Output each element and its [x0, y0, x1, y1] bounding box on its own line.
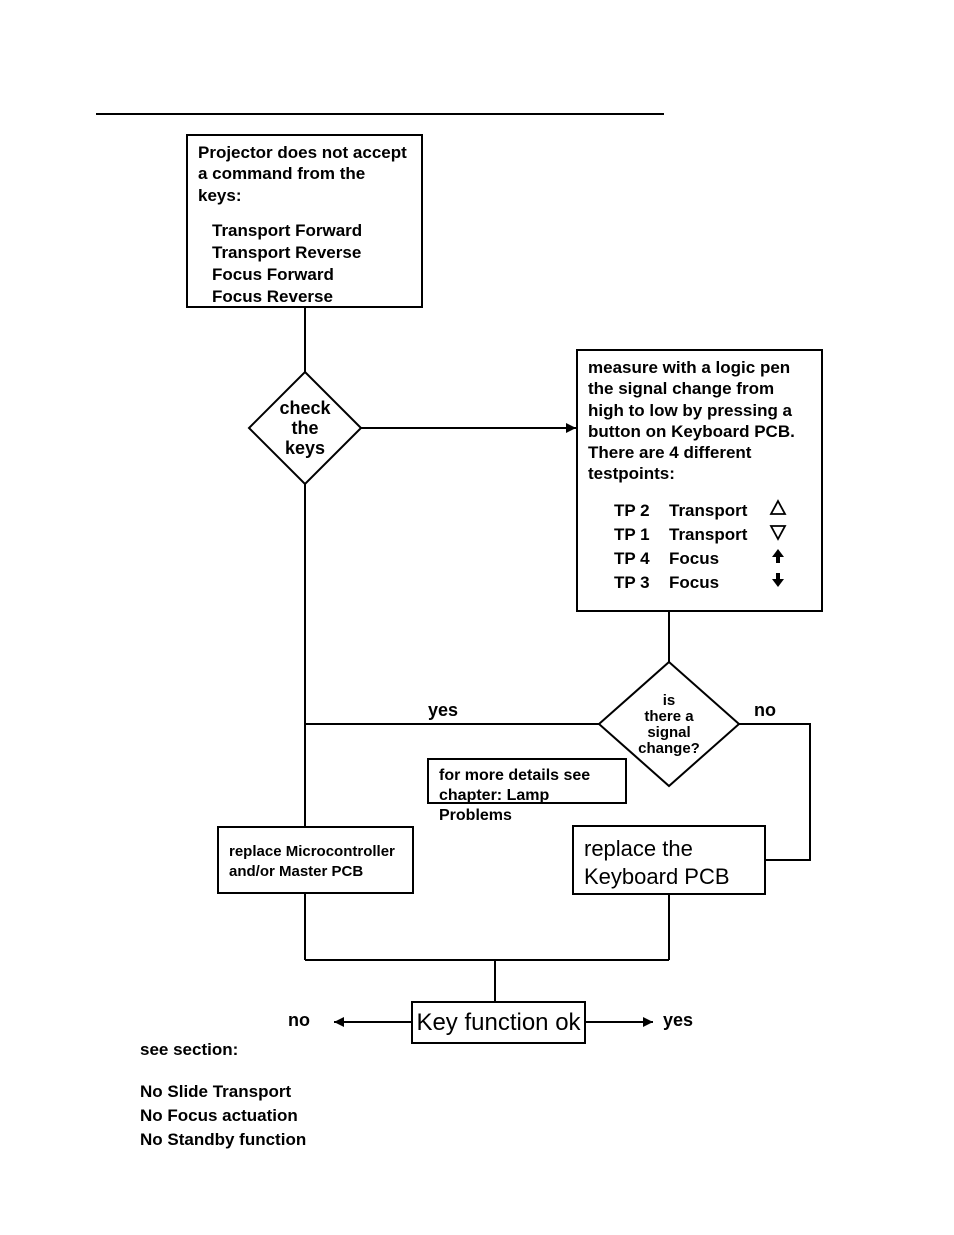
arrow-up-icon — [769, 547, 787, 565]
triangle-down-icon — [769, 523, 787, 541]
testpoint-row: TP 1Transport — [614, 523, 811, 547]
footer-line: No Slide Transport — [140, 1082, 291, 1102]
testpoint-id: TP 3 — [614, 573, 669, 593]
svg-text:there a: there a — [644, 708, 694, 725]
svg-text:is: is — [663, 692, 676, 709]
top-rule — [96, 113, 664, 115]
testpoint-id: TP 4 — [614, 549, 669, 569]
testpoint-row: TP 2Transport — [614, 499, 811, 523]
triangle-up-icon — [769, 499, 787, 517]
node-measure: measure with a logic pen the signal chan… — [576, 349, 823, 612]
svg-text:signal: signal — [647, 724, 690, 741]
edge-label-no-right: no — [754, 700, 776, 721]
footer-line: No Focus actuation — [140, 1106, 298, 1126]
testpoint-row: TP 4Focus — [614, 547, 811, 571]
node-replace-keyboard: replace the Keyboard PCB — [572, 825, 766, 895]
start-item: Focus Reverse — [212, 286, 411, 308]
start-item: Transport Forward — [212, 220, 411, 242]
testpoint-list: TP 2TransportTP 1TransportTP 4FocusTP 3F… — [588, 499, 811, 595]
start-item: Focus Forward — [212, 264, 411, 286]
micro-line-0: replace Microcontroller — [229, 842, 402, 862]
testpoint-icon-wrap — [769, 571, 799, 594]
testpoint-label: Transport — [669, 501, 769, 521]
testpoint-icon-wrap — [769, 547, 799, 570]
testpoint-label: Focus — [669, 549, 769, 569]
key-ok-text: Key function ok — [416, 1009, 580, 1037]
node-measure-text: measure with a logic pen the signal chan… — [588, 357, 811, 485]
arrow-down-icon — [769, 571, 787, 589]
svg-text:check: check — [279, 398, 331, 418]
edge-label-yes-left: yes — [428, 700, 458, 721]
testpoint-id: TP 1 — [614, 525, 669, 545]
flowchart-stage: Projector does not accept a command from… — [0, 0, 954, 1235]
node-details-note: for more details see chapter: Lamp Probl… — [427, 758, 627, 804]
node-key-ok: Key function ok — [411, 1001, 586, 1044]
testpoint-id: TP 2 — [614, 501, 669, 521]
details-line-0: for more details see — [439, 766, 615, 786]
node-start-title: Projector does not accept a command from… — [198, 142, 411, 206]
edge-label-yes-final: yes — [663, 1010, 693, 1031]
kbd-line-1: Keyboard PCB — [584, 863, 754, 891]
edge-label-no-final: no — [288, 1010, 310, 1031]
svg-text:keys: keys — [285, 438, 325, 458]
testpoint-label: Transport — [669, 525, 769, 545]
svg-text:the: the — [292, 418, 319, 438]
testpoint-row: TP 3Focus — [614, 571, 811, 595]
node-start-items: Transport ForwardTransport ReverseFocus … — [198, 220, 411, 308]
details-line-1: chapter: Lamp Problems — [439, 786, 615, 826]
testpoint-icon-wrap — [769, 499, 799, 522]
micro-line-1: and/or Master PCB — [229, 862, 402, 882]
svg-text:change?: change? — [638, 740, 700, 757]
footer-line: No Standby function — [140, 1130, 306, 1150]
footer-see-section: see section: — [140, 1040, 238, 1060]
node-replace-micro: replace Microcontroller and/or Master PC… — [217, 826, 414, 894]
testpoint-label: Focus — [669, 573, 769, 593]
start-item: Transport Reverse — [212, 242, 411, 264]
testpoint-icon-wrap — [769, 523, 799, 546]
node-start: Projector does not accept a command from… — [186, 134, 423, 308]
kbd-line-0: replace the — [584, 835, 754, 863]
